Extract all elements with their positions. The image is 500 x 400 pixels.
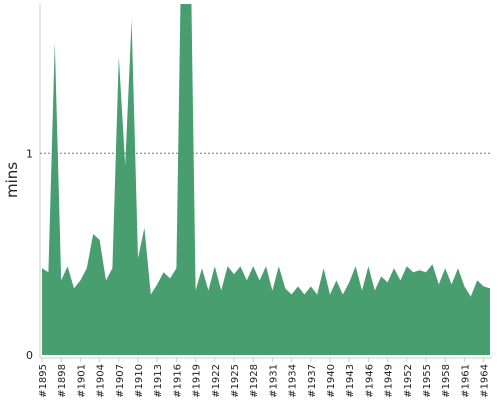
x-tick-label: #1916 [172, 364, 183, 398]
x-tick-label: #1922 [211, 364, 222, 398]
x-tick-label: #1937 [307, 364, 318, 398]
y-tick-label: 0 [26, 349, 33, 362]
x-tick-label: #1913 [153, 364, 164, 398]
x-tick-label: #1904 [96, 364, 107, 398]
area [42, 4, 490, 355]
x-tick-label: #1919 [192, 364, 203, 398]
x-tick-label: #1949 [384, 364, 395, 398]
x-tick-label: #1943 [345, 364, 356, 398]
x-tick-label: #1958 [441, 364, 452, 398]
x-tick-label: #1934 [288, 364, 299, 398]
x-tick-label: #1961 [460, 364, 471, 398]
x-tick-label: #1901 [76, 364, 87, 398]
x-tick-label: #1931 [268, 364, 279, 398]
x-tick-label: #1925 [230, 364, 241, 398]
x-tick-label: #1910 [134, 364, 145, 398]
x-tick-label: #1928 [249, 364, 260, 398]
x-tick-label: #1895 [38, 364, 49, 398]
y-axis-label: mins [3, 162, 21, 198]
x-tick-label: #1898 [57, 364, 68, 398]
x-tick-label: #1955 [422, 364, 433, 398]
y-tick-label: 1 [26, 147, 33, 160]
x-tick-label: #1964 [480, 364, 491, 398]
x-tick-label: #1940 [326, 364, 337, 398]
x-tick-label: #1946 [364, 364, 375, 398]
x-tick-label: #1907 [115, 364, 126, 398]
x-tick-label: #1952 [403, 364, 414, 398]
